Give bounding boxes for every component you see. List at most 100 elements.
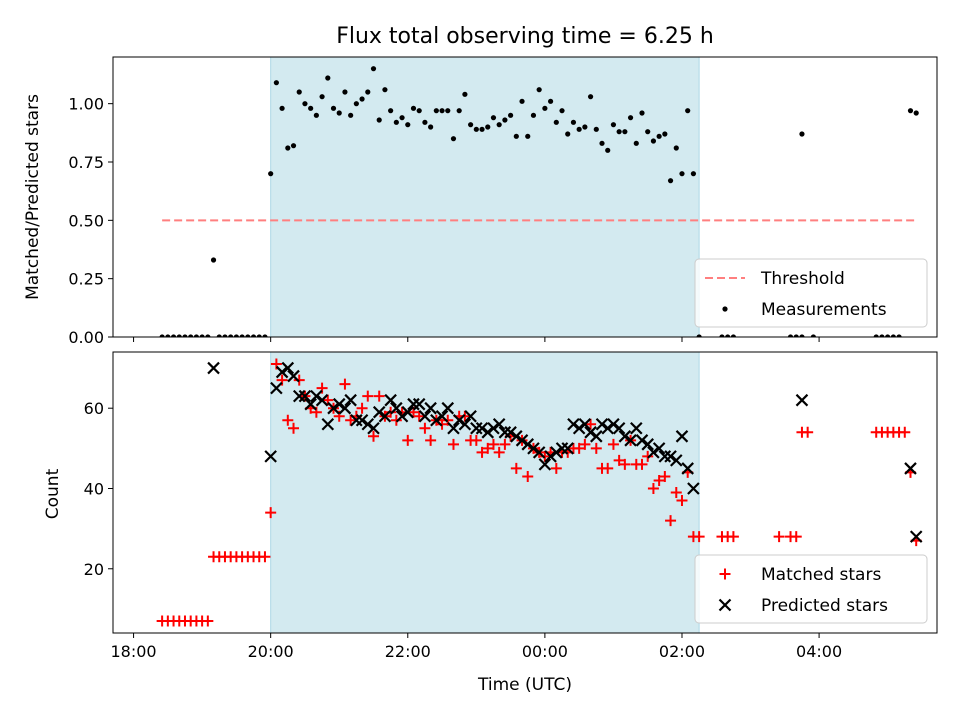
legend-threshold-label: Threshold	[760, 269, 845, 289]
bottom-plot-area	[156, 358, 923, 627]
predicted-star-point	[401, 405, 415, 419]
matched-star-point	[579, 438, 591, 450]
legend-predicted-label: Predicted stars	[761, 596, 888, 616]
matched-star-point	[345, 414, 357, 426]
predicted-star-point	[207, 361, 220, 375]
measurement-point	[342, 89, 348, 95]
measurement-point	[799, 131, 805, 137]
measurement-point	[873, 334, 879, 337]
predicted-star-point	[292, 389, 306, 403]
predicted-star-point	[435, 409, 449, 423]
predicted-star-point	[652, 442, 666, 455]
predicted-star-point	[395, 409, 409, 423]
matched-star-point	[573, 442, 585, 454]
measurement-point	[353, 101, 359, 107]
measurement-point	[359, 96, 365, 102]
matched-star-point	[607, 438, 619, 450]
measurement-point	[542, 105, 548, 111]
measurement-point	[513, 133, 519, 139]
matched-star-point	[259, 551, 271, 563]
bottom-y-tick-label-1: 40	[84, 479, 104, 498]
predicted-star-point	[275, 365, 289, 379]
measurement-point	[633, 140, 639, 146]
measurement-point	[725, 334, 731, 337]
legend-measurements-swatch	[722, 306, 728, 312]
predicted-star-point	[498, 426, 512, 439]
predicted-star-point	[538, 458, 552, 471]
predicted-star-point	[572, 421, 586, 435]
measurement-point	[519, 98, 525, 104]
predicted-star-point	[487, 421, 500, 435]
measurement-point	[319, 94, 325, 100]
measurement-point	[233, 334, 239, 337]
predicted-star-point	[675, 430, 689, 443]
matched-star-point	[459, 410, 471, 422]
bottom-y-tick-label-2: 60	[84, 399, 104, 418]
matched-star-point	[590, 442, 602, 454]
measurement-point	[605, 147, 611, 153]
predicted-star-point	[658, 450, 672, 463]
predicted-star-point	[378, 409, 392, 423]
predicted-star-point	[510, 430, 523, 443]
measurement-point	[502, 117, 508, 123]
predicted-star-point	[618, 430, 632, 443]
measurement-point	[165, 334, 171, 337]
matched-star-point	[522, 470, 534, 482]
x-tick-label-2: 22:00	[385, 642, 431, 661]
predicted-star-point	[447, 421, 460, 435]
measurement-point	[296, 89, 302, 95]
legend-matched-label: Matched stars	[761, 565, 881, 585]
predicted-star-point	[430, 413, 443, 427]
measurement-point	[719, 334, 725, 337]
measurement-point	[730, 334, 736, 337]
top-y-tick-label-1: 0.25	[68, 270, 104, 289]
matched-star-point	[790, 531, 802, 543]
measurement-point	[239, 334, 245, 337]
matched-star-point	[367, 430, 379, 442]
predicted-star-point	[441, 401, 455, 415]
measurement-point	[205, 334, 211, 337]
measurement-point	[559, 108, 565, 114]
predicted-star-point	[555, 442, 569, 455]
top-legend: Threshold Measurements	[694, 258, 928, 328]
measurement-point	[445, 108, 451, 114]
measurement-point	[176, 334, 182, 337]
bottom-legend: Matched stars Predicted stars	[694, 554, 928, 624]
measurement-point	[490, 115, 497, 121]
legend-predicted-swatch	[718, 598, 732, 612]
matched-star-point	[550, 462, 562, 474]
measurement-point	[450, 136, 457, 142]
bottom-legend-frame	[694, 554, 928, 624]
measurement-point	[496, 122, 502, 128]
measurement-point	[565, 131, 571, 137]
matched-star-point	[436, 418, 448, 430]
measurement-point	[810, 334, 816, 337]
predicted-star-point	[635, 434, 649, 447]
matched-star-point	[613, 454, 625, 466]
measurement-point	[336, 110, 342, 116]
measurement-point	[422, 119, 428, 125]
matched-star-point	[693, 531, 705, 543]
measurement-point	[599, 140, 605, 146]
measurement-point	[393, 119, 399, 125]
measurement-point	[673, 145, 679, 151]
matched-star-point	[413, 410, 425, 422]
predicted-star-point	[612, 421, 626, 435]
predicted-star-point	[315, 393, 329, 407]
predicted-star-point	[504, 426, 517, 439]
bottom-y-axis-label: Count	[43, 468, 63, 519]
predicted-star-point	[595, 417, 609, 431]
predicted-star-point	[641, 438, 654, 451]
measurement-point	[473, 126, 479, 132]
measurement-point	[679, 171, 685, 177]
measurement-point	[388, 108, 394, 114]
top-panel: 0.00 0.25 0.50 0.75 1.00 Threshold Measurement…	[68, 56, 938, 347]
measurement-point	[325, 75, 331, 81]
predicted-star-point	[355, 413, 369, 427]
matched-star-point	[499, 438, 511, 450]
predicted-star-point	[532, 446, 546, 459]
measurement-point	[879, 334, 885, 337]
measurement-point	[685, 108, 691, 114]
predicted-star-point	[521, 438, 535, 451]
